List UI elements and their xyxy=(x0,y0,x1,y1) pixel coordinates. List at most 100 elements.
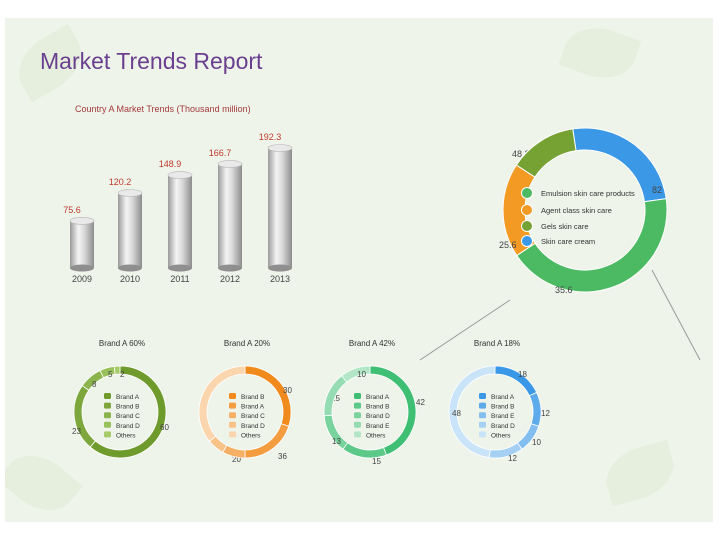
bar-top xyxy=(267,144,293,152)
bar-base xyxy=(268,264,292,272)
x-tick-label: 2012 xyxy=(220,274,240,284)
legend-marker xyxy=(354,431,361,438)
legend-label: Brand B xyxy=(491,404,515,411)
donut-slice xyxy=(528,391,542,427)
legend-label: Skin care cream xyxy=(541,237,595,246)
donut-slice xyxy=(89,365,167,459)
small-chart-title: Brand A 42% xyxy=(349,339,395,348)
legend-marker xyxy=(229,431,236,438)
legend-marker xyxy=(521,187,533,199)
legend-marker xyxy=(354,421,361,428)
slice-value-label: 8 xyxy=(92,380,97,389)
legend-marker xyxy=(479,431,486,438)
legend-marker xyxy=(104,421,111,428)
legend-label: Others xyxy=(116,432,136,439)
legend-label: Agent class skin care xyxy=(541,206,612,215)
legend-marker xyxy=(229,393,236,399)
legend-marker xyxy=(229,421,236,428)
bar xyxy=(268,148,292,268)
legend-marker xyxy=(479,393,486,399)
legend-label: Brand B xyxy=(241,394,265,401)
legend-label: Brand D xyxy=(491,423,515,430)
data-label: 166.7 xyxy=(209,148,232,158)
slice-value-label: 35.6 xyxy=(555,285,573,295)
x-tick-label: 2013 xyxy=(270,274,290,284)
slice-value-label: 42 xyxy=(416,398,425,407)
legend-marker xyxy=(479,421,486,428)
slice-value-label: 30 xyxy=(283,386,292,395)
small-chart-title: Brand A 20% xyxy=(224,339,270,348)
slice-value-label: 60 xyxy=(160,423,169,432)
bar-base xyxy=(118,264,142,272)
donut-slice xyxy=(448,365,496,459)
legend-marker xyxy=(354,412,361,419)
donut-slice xyxy=(198,365,246,442)
donut-slice xyxy=(341,365,371,383)
slice-value-label: 2 xyxy=(120,370,125,379)
legend-marker xyxy=(521,204,533,216)
legend-label: Brand A xyxy=(366,394,390,401)
donut-slice xyxy=(73,385,96,448)
slice-value-label: 15 xyxy=(372,457,381,466)
legend-marker xyxy=(354,393,361,399)
x-tick-label: 2010 xyxy=(120,274,140,284)
data-label: 120.2 xyxy=(109,177,132,187)
small-chart-title: Brand A 60% xyxy=(99,339,145,348)
legend-label: Brand B xyxy=(116,404,140,411)
legend-label: Brand C xyxy=(241,413,265,420)
slice-value-label: 20 xyxy=(232,455,241,464)
slice-value-label: 10 xyxy=(532,438,541,447)
slice-value-label: 48 xyxy=(452,409,461,418)
zoom-connector xyxy=(419,269,701,361)
slice-value-label: 25.6 xyxy=(499,240,517,250)
small-chart-title: Brand A 18% xyxy=(474,339,520,348)
slice-value-label: 5 xyxy=(108,370,113,379)
donut-slice xyxy=(515,128,577,178)
legend-label: Brand D xyxy=(241,423,265,430)
page-title: Market Trends Report xyxy=(40,48,263,74)
legend-marker xyxy=(229,412,236,419)
legend-marker xyxy=(104,402,111,409)
legend-marker xyxy=(521,235,533,247)
legend-label: Brand C xyxy=(116,413,140,420)
legend-label: Others xyxy=(491,432,511,439)
data-label: 192.3 xyxy=(259,132,282,142)
legend-label: Others xyxy=(366,432,386,439)
legend-label: Brand A xyxy=(491,394,515,401)
slice-value-label: 13 xyxy=(332,437,341,446)
donut-slice xyxy=(113,365,121,375)
legend-marker xyxy=(479,402,486,409)
slice-value-label: 48.2 xyxy=(512,149,530,159)
slice-value-label: 15 xyxy=(331,394,340,403)
legend-label: Emulsion skin care products xyxy=(541,189,635,198)
bar-base xyxy=(168,264,192,272)
slice-value-label: 18 xyxy=(518,370,527,379)
legend-label: Brand E xyxy=(491,413,515,420)
legend-label: Gels skin care xyxy=(541,222,589,231)
data-label: 148.9 xyxy=(159,159,182,169)
data-label: 75.6 xyxy=(63,205,81,215)
legend-label: Brand A xyxy=(116,394,140,401)
donut-slice xyxy=(488,442,523,459)
donut-slice xyxy=(342,442,387,459)
bar xyxy=(218,163,242,268)
bar-top xyxy=(167,171,193,179)
bar xyxy=(118,192,142,268)
slice-value-label: 12 xyxy=(508,454,517,463)
bar-base xyxy=(218,264,242,272)
donut-slice xyxy=(323,375,348,417)
bar-top xyxy=(117,189,143,197)
slice-value-label: 12 xyxy=(541,409,550,418)
legend-label: Brand E xyxy=(366,423,390,430)
legend-label: Brand A xyxy=(241,404,265,411)
slice-value-label: 23 xyxy=(72,427,81,436)
legend-marker xyxy=(104,431,111,438)
slice-value-label: 10 xyxy=(357,370,366,379)
legend-marker xyxy=(104,412,111,419)
legend-marker xyxy=(479,412,486,419)
bar-base xyxy=(70,264,94,272)
legend-marker xyxy=(229,402,236,409)
legend-label: Others xyxy=(241,432,261,439)
slice-value-label: 36 xyxy=(278,452,287,461)
